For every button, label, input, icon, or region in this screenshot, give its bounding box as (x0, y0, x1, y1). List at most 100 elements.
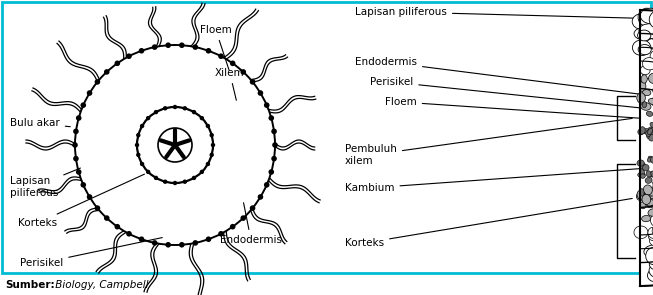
Circle shape (200, 170, 204, 174)
Ellipse shape (637, 192, 646, 201)
Circle shape (136, 133, 140, 137)
Circle shape (206, 124, 210, 128)
Ellipse shape (650, 247, 653, 264)
Circle shape (230, 60, 236, 66)
Circle shape (200, 116, 204, 120)
Circle shape (126, 231, 132, 237)
Circle shape (218, 231, 224, 237)
Ellipse shape (638, 129, 643, 135)
Ellipse shape (643, 129, 650, 134)
Ellipse shape (651, 171, 653, 178)
Ellipse shape (649, 134, 653, 141)
Ellipse shape (644, 245, 653, 258)
Ellipse shape (640, 189, 644, 196)
Polygon shape (640, 61, 653, 235)
Ellipse shape (638, 8, 653, 26)
Ellipse shape (651, 131, 653, 138)
FancyBboxPatch shape (2, 2, 651, 273)
Ellipse shape (640, 202, 646, 209)
Ellipse shape (649, 171, 653, 177)
Circle shape (165, 242, 171, 248)
Circle shape (114, 224, 120, 230)
Ellipse shape (646, 171, 652, 177)
Circle shape (264, 182, 270, 188)
Ellipse shape (638, 172, 645, 177)
Circle shape (211, 143, 215, 147)
Circle shape (146, 116, 150, 120)
Ellipse shape (638, 45, 651, 55)
Circle shape (206, 162, 210, 166)
Circle shape (135, 143, 139, 147)
Ellipse shape (639, 130, 645, 134)
Circle shape (218, 53, 224, 59)
Ellipse shape (641, 174, 645, 178)
Ellipse shape (648, 127, 653, 133)
Circle shape (173, 181, 177, 185)
Circle shape (136, 153, 140, 157)
Circle shape (192, 110, 196, 114)
Ellipse shape (645, 22, 653, 36)
Ellipse shape (632, 14, 652, 30)
Ellipse shape (634, 28, 651, 40)
Polygon shape (640, 89, 653, 207)
Ellipse shape (646, 26, 653, 37)
Ellipse shape (647, 188, 653, 196)
Circle shape (154, 176, 158, 180)
Polygon shape (640, 47, 653, 249)
Ellipse shape (649, 11, 653, 29)
Polygon shape (640, 109, 653, 187)
Circle shape (140, 162, 144, 166)
Ellipse shape (637, 30, 651, 41)
Ellipse shape (646, 130, 652, 137)
Ellipse shape (640, 163, 646, 170)
Ellipse shape (643, 185, 652, 195)
Ellipse shape (642, 215, 651, 222)
Ellipse shape (639, 127, 645, 134)
Text: Xilem: Xilem (215, 68, 245, 100)
Ellipse shape (650, 50, 653, 63)
Circle shape (76, 115, 82, 121)
Ellipse shape (648, 156, 653, 161)
Circle shape (140, 124, 144, 128)
Ellipse shape (647, 157, 653, 162)
Ellipse shape (637, 160, 645, 166)
Text: Endodermis: Endodermis (355, 57, 653, 108)
Circle shape (230, 224, 236, 230)
Ellipse shape (649, 263, 653, 278)
Circle shape (104, 69, 110, 75)
Circle shape (104, 215, 110, 221)
Ellipse shape (650, 194, 653, 203)
Text: Floem: Floem (200, 25, 232, 71)
Ellipse shape (643, 58, 653, 70)
Circle shape (210, 153, 214, 157)
Text: Endodermis: Endodermis (220, 203, 282, 245)
Circle shape (271, 129, 277, 134)
Polygon shape (640, 10, 653, 286)
Text: Kambium: Kambium (345, 165, 653, 193)
Ellipse shape (632, 40, 651, 55)
Ellipse shape (637, 93, 645, 103)
Circle shape (258, 90, 263, 96)
Text: Bulu akar: Bulu akar (10, 118, 71, 128)
Text: Biology, Campbell: Biology, Campbell (52, 280, 148, 290)
Circle shape (183, 106, 187, 111)
Ellipse shape (650, 156, 653, 163)
Circle shape (249, 205, 255, 211)
Ellipse shape (650, 215, 653, 226)
Ellipse shape (648, 231, 653, 241)
Circle shape (138, 48, 144, 54)
Ellipse shape (652, 224, 653, 237)
Circle shape (272, 142, 278, 148)
Ellipse shape (641, 8, 653, 24)
Ellipse shape (646, 38, 653, 50)
Text: Perisikel: Perisikel (370, 77, 653, 117)
Circle shape (179, 242, 185, 248)
Ellipse shape (634, 226, 648, 239)
Circle shape (95, 205, 100, 211)
Ellipse shape (639, 24, 653, 38)
Ellipse shape (639, 81, 646, 92)
Ellipse shape (643, 165, 649, 171)
Ellipse shape (643, 90, 651, 96)
Circle shape (183, 179, 187, 184)
Text: Korteks: Korteks (18, 174, 144, 228)
